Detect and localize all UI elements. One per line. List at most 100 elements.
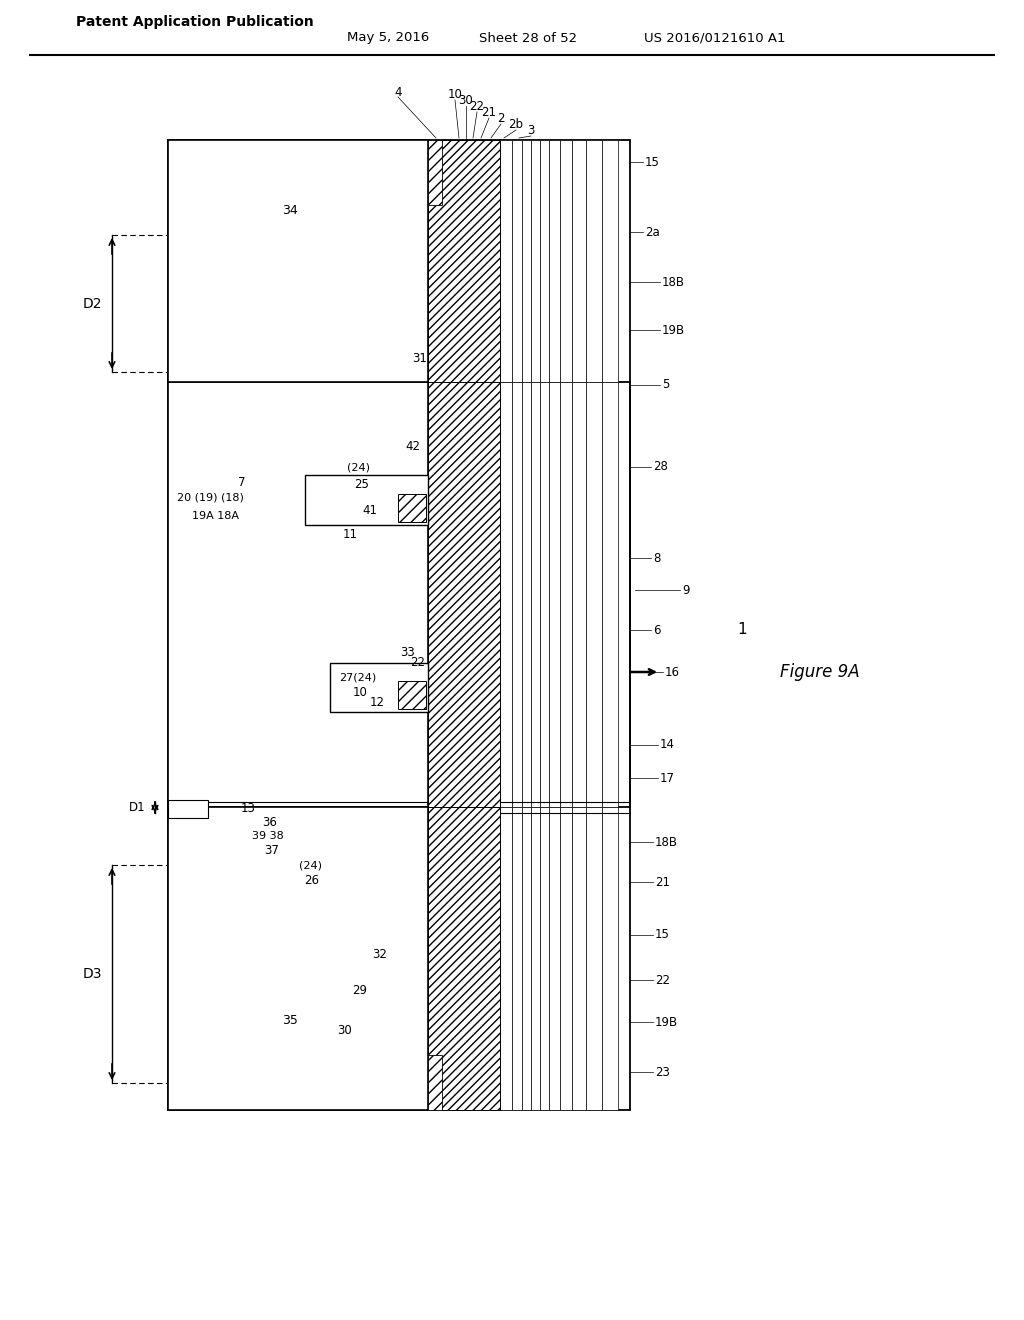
Text: 8: 8 — [653, 552, 660, 565]
Text: 2: 2 — [498, 112, 505, 125]
Bar — [540, 381, 549, 807]
Bar — [428, 807, 500, 1110]
Bar — [560, 140, 572, 381]
Bar — [168, 140, 428, 381]
Bar — [572, 381, 586, 807]
Text: 15: 15 — [655, 928, 670, 941]
Text: 4: 4 — [394, 86, 401, 99]
Text: 41: 41 — [362, 503, 378, 516]
Bar — [560, 807, 572, 1110]
Bar — [586, 381, 602, 807]
Text: 10: 10 — [447, 88, 463, 102]
Text: 21: 21 — [655, 875, 670, 888]
Text: 29: 29 — [352, 983, 368, 997]
Text: 19A 18A: 19A 18A — [191, 511, 239, 521]
Text: 16: 16 — [665, 665, 680, 678]
Bar — [428, 1055, 442, 1110]
Text: 12: 12 — [370, 696, 385, 709]
Text: 19B: 19B — [662, 323, 685, 337]
Text: 18B: 18B — [655, 836, 678, 849]
Bar — [512, 140, 522, 381]
Bar — [531, 381, 540, 807]
Text: 37: 37 — [264, 843, 280, 857]
Text: 22: 22 — [655, 974, 670, 986]
Text: 25: 25 — [354, 478, 370, 491]
Bar — [428, 140, 500, 381]
Text: D2: D2 — [82, 297, 101, 310]
Bar — [168, 140, 630, 381]
Bar — [428, 381, 500, 807]
Text: Patent Application Publication: Patent Application Publication — [76, 15, 314, 29]
Bar — [572, 807, 586, 1110]
Text: May 5, 2016: May 5, 2016 — [347, 32, 429, 45]
Bar — [168, 807, 428, 1110]
Text: 23: 23 — [655, 1065, 670, 1078]
Text: 31: 31 — [413, 351, 427, 364]
Text: 6: 6 — [653, 623, 660, 636]
Bar — [500, 807, 512, 1110]
Text: D1: D1 — [129, 801, 145, 814]
Bar — [512, 381, 522, 807]
Text: 32: 32 — [373, 949, 387, 961]
Text: 30: 30 — [459, 95, 473, 107]
Text: 3: 3 — [527, 124, 535, 137]
Text: 10: 10 — [352, 685, 368, 698]
Text: 15: 15 — [645, 156, 659, 169]
Bar — [398, 681, 426, 709]
Text: 26: 26 — [304, 874, 319, 887]
Text: D3: D3 — [82, 968, 101, 981]
Text: 28: 28 — [653, 461, 668, 474]
Bar — [540, 140, 549, 381]
Text: 18B: 18B — [662, 276, 685, 289]
Text: (24): (24) — [346, 463, 370, 473]
Text: 42: 42 — [406, 441, 421, 454]
Bar — [549, 381, 560, 807]
Text: Figure 9A: Figure 9A — [780, 663, 860, 681]
Text: 33: 33 — [400, 645, 416, 659]
Bar — [531, 807, 540, 1110]
Text: 27(24): 27(24) — [339, 672, 377, 682]
Bar — [602, 381, 618, 807]
Bar — [500, 381, 512, 807]
Text: 5: 5 — [662, 379, 670, 392]
Text: 1: 1 — [737, 623, 746, 638]
Bar — [531, 140, 540, 381]
Bar — [572, 140, 586, 381]
Text: 7: 7 — [239, 475, 246, 488]
Bar — [586, 140, 602, 381]
Text: 22: 22 — [411, 656, 426, 669]
Bar — [522, 381, 531, 807]
Text: 17: 17 — [660, 771, 675, 784]
Bar — [512, 807, 522, 1110]
Bar — [305, 475, 428, 525]
Text: 30: 30 — [338, 1023, 352, 1036]
Text: 36: 36 — [262, 816, 278, 829]
Text: 34: 34 — [283, 203, 298, 216]
Text: 2b: 2b — [509, 119, 523, 132]
Bar — [168, 807, 630, 1110]
Bar — [168, 800, 208, 818]
Bar — [549, 807, 560, 1110]
Bar — [602, 807, 618, 1110]
Text: 19B: 19B — [655, 1015, 678, 1028]
Bar — [560, 381, 572, 807]
Text: US 2016/0121610 A1: US 2016/0121610 A1 — [644, 32, 785, 45]
Text: 22: 22 — [469, 100, 484, 114]
Bar — [540, 807, 549, 1110]
Bar — [586, 807, 602, 1110]
Text: 13: 13 — [241, 801, 255, 814]
Bar — [398, 494, 426, 521]
Bar — [522, 807, 531, 1110]
Text: 2a: 2a — [645, 226, 659, 239]
Text: 35: 35 — [282, 1014, 298, 1027]
Bar — [428, 140, 442, 205]
Text: 21: 21 — [481, 107, 497, 120]
Bar — [522, 140, 531, 381]
Bar — [330, 663, 428, 711]
Text: (24): (24) — [299, 861, 322, 870]
Text: 14: 14 — [660, 738, 675, 751]
Text: 20 (19) (18): 20 (19) (18) — [176, 492, 244, 503]
Bar — [602, 140, 618, 381]
Bar — [549, 140, 560, 381]
Bar — [500, 140, 512, 381]
